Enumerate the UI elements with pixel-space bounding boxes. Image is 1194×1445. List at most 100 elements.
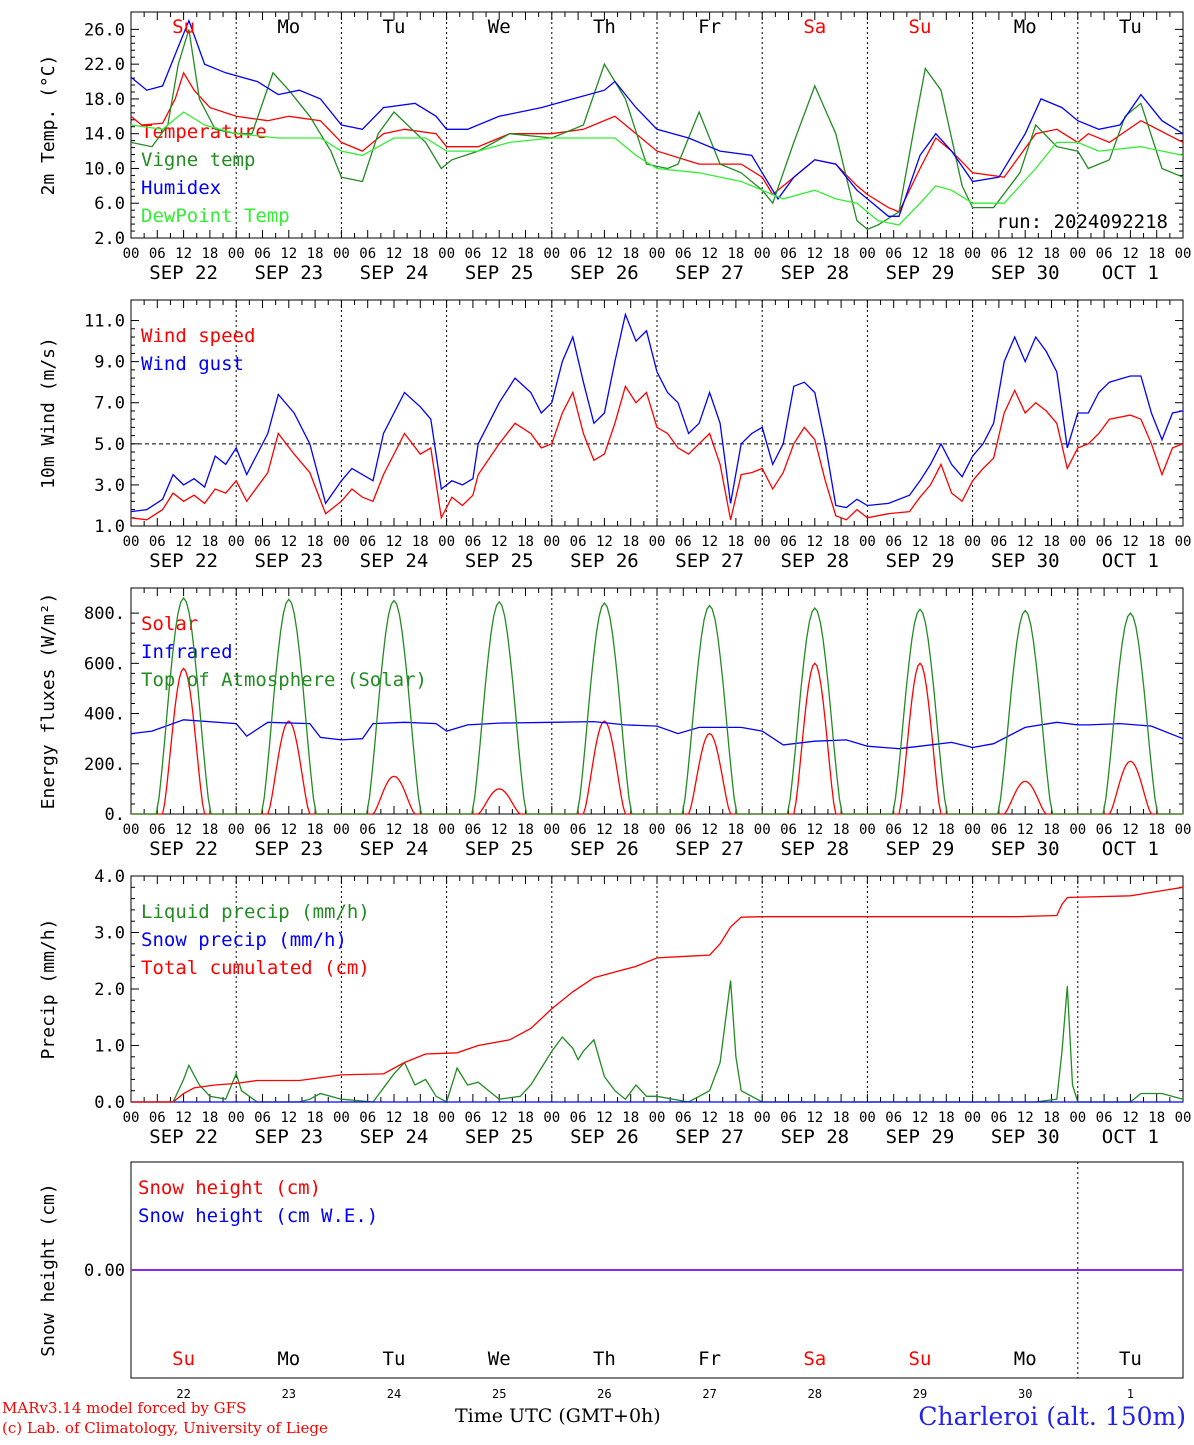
- date-label: SEP 25: [465, 838, 534, 860]
- hour-label: 06: [780, 246, 797, 262]
- y-tick-label: 1.0: [94, 1037, 125, 1057]
- day-label: Mo: [277, 16, 300, 38]
- hour-label: 00: [1069, 246, 1086, 262]
- hour-label: 06: [1096, 534, 1113, 550]
- hour-label: 18: [307, 1110, 324, 1126]
- y-tick-label: 200.: [84, 755, 125, 775]
- day-number: 26: [597, 1387, 611, 1401]
- hour-label: 00: [1175, 1110, 1192, 1126]
- hour-label: 06: [149, 534, 166, 550]
- y-tick-label: 2.0: [94, 229, 125, 249]
- hour-label: 12: [491, 534, 508, 550]
- y-tick-label: 3.0: [94, 924, 125, 944]
- hour-label: 06: [359, 534, 376, 550]
- date-label: SEP 27: [675, 550, 744, 572]
- legend-entry: Total cumulated (cm): [141, 957, 370, 979]
- hour-label: 00: [123, 1110, 140, 1126]
- hour-label: 06: [464, 822, 481, 838]
- hour-label: 06: [1096, 246, 1113, 262]
- hour-label: 00: [333, 534, 350, 550]
- y-axis-label: Precip (mm/h): [38, 919, 59, 1060]
- hour-label: 06: [885, 534, 902, 550]
- hour-label: 06: [254, 822, 271, 838]
- hour-label: 12: [912, 534, 929, 550]
- date-label: SEP 28: [780, 838, 849, 860]
- hour-label: 18: [727, 534, 744, 550]
- date-label: SEP 30: [991, 838, 1060, 860]
- date-label: SEP 24: [360, 1126, 429, 1148]
- hour-label: 12: [806, 534, 823, 550]
- hour-label: 00: [859, 246, 876, 262]
- date-label: OCT 1: [1102, 838, 1159, 860]
- hour-label: 06: [885, 822, 902, 838]
- hour-label: 12: [175, 1110, 192, 1126]
- hour-label: 18: [1043, 246, 1060, 262]
- hour-label: 12: [912, 246, 929, 262]
- y-tick-label: 5.0: [94, 435, 125, 455]
- hour-label: 00: [964, 822, 981, 838]
- hour-label: 00: [228, 534, 245, 550]
- day-label: Th: [593, 1348, 616, 1370]
- day-label: Sa: [803, 16, 826, 38]
- date-label: SEP 30: [991, 550, 1060, 572]
- hour-label: 00: [1069, 1110, 1086, 1126]
- hour-label: 00: [964, 246, 981, 262]
- hour-label: 18: [833, 822, 850, 838]
- hour-label: 06: [149, 822, 166, 838]
- legend-entry: Vigne temp: [141, 149, 255, 171]
- hour-label: 18: [1043, 822, 1060, 838]
- hour-label: 18: [307, 534, 324, 550]
- hour-label: 00: [438, 534, 455, 550]
- hour-label: 06: [570, 1110, 587, 1126]
- y-tick-label: 10.0: [84, 159, 125, 179]
- hour-label: 06: [254, 534, 271, 550]
- y-tick-label: 0.0: [94, 1093, 125, 1113]
- hour-label: 06: [675, 246, 692, 262]
- hour-label: 12: [491, 822, 508, 838]
- panel-5: 0.00 Snow height (cm) Snow height (cm) Snow…: [38, 1161, 1184, 1401]
- date-label: SEP 22: [149, 838, 218, 860]
- panel-1: 2.0 6.0 10.0 14.0 18.0 22.0 26.0 2m Temp. (°C) T…: [38, 11, 1191, 284]
- date-label: SEP 24: [360, 262, 429, 284]
- date-label: SEP 22: [149, 262, 218, 284]
- date-label: SEP 22: [149, 1126, 218, 1148]
- hour-label: 12: [491, 246, 508, 262]
- hour-label: 12: [912, 1110, 929, 1126]
- hour-label: 06: [990, 1110, 1007, 1126]
- y-tick-label: 7.0: [94, 394, 125, 414]
- y-tick-label: 0.00: [84, 1261, 125, 1281]
- hour-label: 18: [201, 822, 218, 838]
- hour-label: 00: [228, 246, 245, 262]
- hour-label: 00: [1069, 534, 1086, 550]
- hour-label: 18: [1148, 246, 1165, 262]
- day-label: We: [488, 16, 511, 38]
- hour-label: 12: [701, 822, 718, 838]
- series-line: [130, 18, 1184, 217]
- hour-label: 06: [990, 534, 1007, 550]
- date-label: SEP 29: [886, 1126, 955, 1148]
- day-number: 24: [387, 1387, 401, 1401]
- y-axis-label: 10m Wind (m/s): [38, 337, 59, 489]
- hour-label: 18: [833, 534, 850, 550]
- hour-label: 12: [386, 1110, 403, 1126]
- date-label: SEP 27: [675, 1126, 744, 1148]
- hour-label: 18: [517, 246, 534, 262]
- hour-label: 12: [1017, 246, 1034, 262]
- hour-label: 12: [386, 534, 403, 550]
- panel-4: 0.0 1.0 2.0 3.0 4.0 Precip (mm/h) Liquid preci…: [38, 867, 1191, 1148]
- day-number: 1: [1127, 1387, 1134, 1401]
- day-label: Tu: [1119, 16, 1142, 38]
- hour-label: 12: [701, 534, 718, 550]
- hour-label: 06: [1096, 1110, 1113, 1126]
- hour-label: 00: [123, 246, 140, 262]
- hour-label: 06: [675, 534, 692, 550]
- hour-label: 06: [885, 1110, 902, 1126]
- legend-entry: DewPoint Temp: [141, 205, 290, 227]
- day-label: Mo: [1014, 1348, 1037, 1370]
- hour-label: 00: [649, 246, 666, 262]
- hour-label: 12: [1017, 822, 1034, 838]
- series-line: [130, 719, 1184, 750]
- day-label: Tu: [383, 16, 406, 38]
- y-tick-label: 6.0: [94, 194, 125, 214]
- y-tick-label: 9.0: [94, 353, 125, 373]
